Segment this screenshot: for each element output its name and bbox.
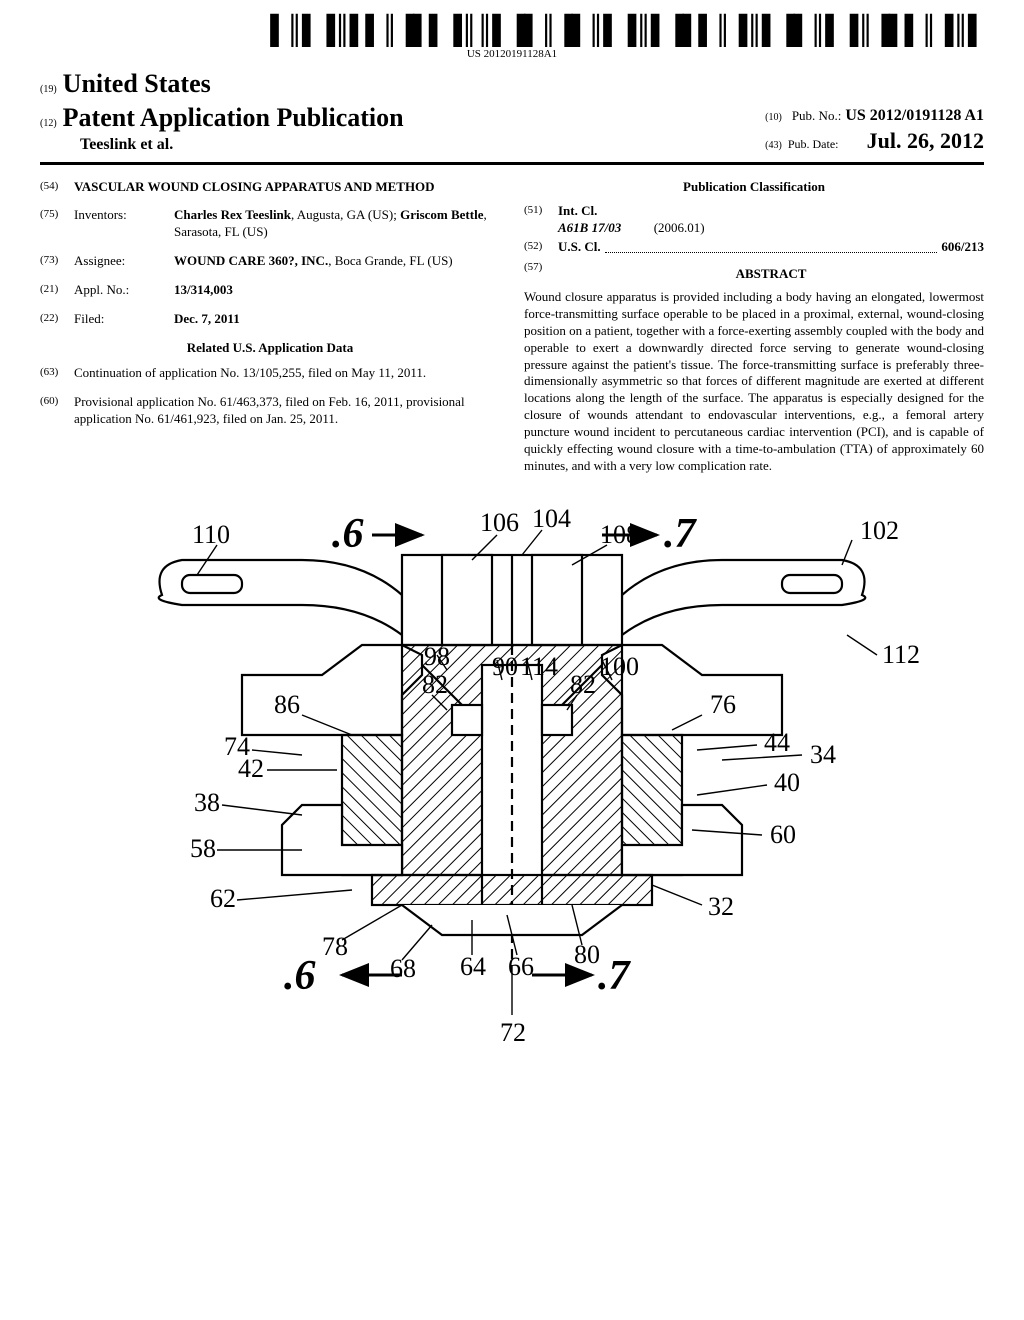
related-head: Related U.S. Application Data <box>40 340 500 357</box>
pubdate-label: Pub. Date: <box>788 137 839 153</box>
svg-text:58: 58 <box>190 834 216 863</box>
svg-text:100: 100 <box>600 652 639 681</box>
svg-text:108: 108 <box>600 520 639 549</box>
svg-text:66: 66 <box>508 952 534 981</box>
svg-text:106: 106 <box>480 508 519 537</box>
svg-text:60: 60 <box>770 820 796 849</box>
divider <box>40 162 984 165</box>
intcl-num: (51) <box>524 203 558 237</box>
header: (19) United States (12) Patent Applicati… <box>40 67 984 155</box>
pubno-num: (10) <box>765 112 782 123</box>
svg-text:.6: .6 <box>284 953 316 999</box>
svg-text:40: 40 <box>774 768 800 797</box>
barcode-text: US 20120191128A1 <box>40 47 984 61</box>
body-columns: (54) VASCULAR WOUND CLOSING APPARATUS AN… <box>40 179 984 475</box>
pubdate-num: (43) <box>765 139 782 152</box>
pub-title: Patent Application Publication <box>63 101 404 135</box>
intcl-date: (2006.01) <box>654 220 705 235</box>
svg-text:.6: .6 <box>332 511 364 557</box>
uscl-dots <box>605 239 938 253</box>
patent-figure-svg: 110 106 104 108 102 112 98 90 114 100 86… <box>102 505 922 1065</box>
svg-text:76: 76 <box>710 690 736 719</box>
country-num: (19) <box>40 83 57 96</box>
barcode-graphic: ▌║▌▐║▌▌║▐▌▌▐║║▌▐▌║▐▌║▌▐║▌▐▌▌║▐║▌▐▌║▌▐║▐▌… <box>270 20 984 42</box>
right-column: Publication Classification (51) Int. Cl.… <box>524 179 984 475</box>
abstract-body: Wound closure apparatus is provided incl… <box>524 289 984 475</box>
cont-text: Continuation of application No. 13/105,2… <box>74 365 500 382</box>
assignee-num: (73) <box>40 253 74 270</box>
country: United States <box>63 67 211 101</box>
filed-val: Dec. 7, 2011 <box>174 311 240 326</box>
author: Teeslink et al. <box>80 135 404 156</box>
svg-text:72: 72 <box>500 1018 526 1047</box>
svg-text:98: 98 <box>424 642 450 671</box>
barcode-block: ▌║▌▐║▌▌║▐▌▌▐║║▌▐▌║▐▌║▌▐║▌▐▌▌║▐║▌▐▌║▌▐║▐▌… <box>40 20 984 61</box>
svg-text:.7: .7 <box>664 511 698 557</box>
appl-num: (21) <box>40 282 74 299</box>
appl-label: Appl. No.: <box>74 282 174 299</box>
assignee: WOUND CARE 360?, INC., Boca Grande, FL (… <box>174 253 500 270</box>
inventors-num: (75) <box>40 207 74 241</box>
svg-text:34: 34 <box>810 740 836 769</box>
inventors-label: Inventors: <box>74 207 174 241</box>
intcl-code: A61B 17/03 <box>558 220 621 235</box>
filed-label: Filed: <box>74 311 174 328</box>
svg-text:104: 104 <box>532 505 571 533</box>
uscl-num: (52) <box>524 239 558 256</box>
svg-text:110: 110 <box>192 520 230 549</box>
svg-text:68: 68 <box>390 954 416 983</box>
svg-text:42: 42 <box>238 754 264 783</box>
figure: 110 106 104 108 102 112 98 90 114 100 86… <box>40 505 984 1070</box>
uscl-val: 606/213 <box>941 239 984 256</box>
pub-num: (12) <box>40 117 57 130</box>
inventors: Charles Rex Teeslink, Augusta, GA (US); … <box>174 207 500 241</box>
svg-text:102: 102 <box>860 516 899 545</box>
classification-head: Publication Classification <box>524 179 984 196</box>
prov-num: (60) <box>40 394 74 428</box>
svg-text:62: 62 <box>210 884 236 913</box>
svg-text:82: 82 <box>570 670 596 699</box>
prov-text: Provisional application No. 61/463,373, … <box>74 394 500 428</box>
svg-text:114: 114 <box>520 652 558 681</box>
svg-text:112: 112 <box>882 640 920 669</box>
pubdate-val: Jul. 26, 2012 <box>867 127 984 156</box>
intcl-label: Int. Cl. <box>558 203 597 218</box>
svg-text:44: 44 <box>764 728 790 757</box>
pubno-label: Pub. No.: <box>792 108 841 123</box>
svg-text:80: 80 <box>574 940 600 969</box>
svg-text:86: 86 <box>274 690 300 719</box>
pubno-val: US 2012/0191128 A1 <box>845 107 984 124</box>
svg-text:82: 82 <box>422 670 448 699</box>
appl-val: 13/314,003 <box>174 282 233 297</box>
uscl-label: U.S. Cl. <box>558 239 601 256</box>
svg-text:78: 78 <box>322 932 348 961</box>
title-num: (54) <box>40 179 74 196</box>
abstract-num: (57) <box>524 260 558 289</box>
filed-num: (22) <box>40 311 74 328</box>
cont-num: (63) <box>40 365 74 382</box>
svg-text:.7: .7 <box>598 953 632 999</box>
svg-text:38: 38 <box>194 788 220 817</box>
svg-text:32: 32 <box>708 892 734 921</box>
svg-text:64: 64 <box>460 952 486 981</box>
invention-title: VASCULAR WOUND CLOSING APPARATUS AND MET… <box>74 179 500 196</box>
svg-text:90: 90 <box>492 652 518 681</box>
assignee-label: Assignee: <box>74 253 174 270</box>
left-column: (54) VASCULAR WOUND CLOSING APPARATUS AN… <box>40 179 500 475</box>
abstract-head: ABSTRACT <box>558 266 984 283</box>
